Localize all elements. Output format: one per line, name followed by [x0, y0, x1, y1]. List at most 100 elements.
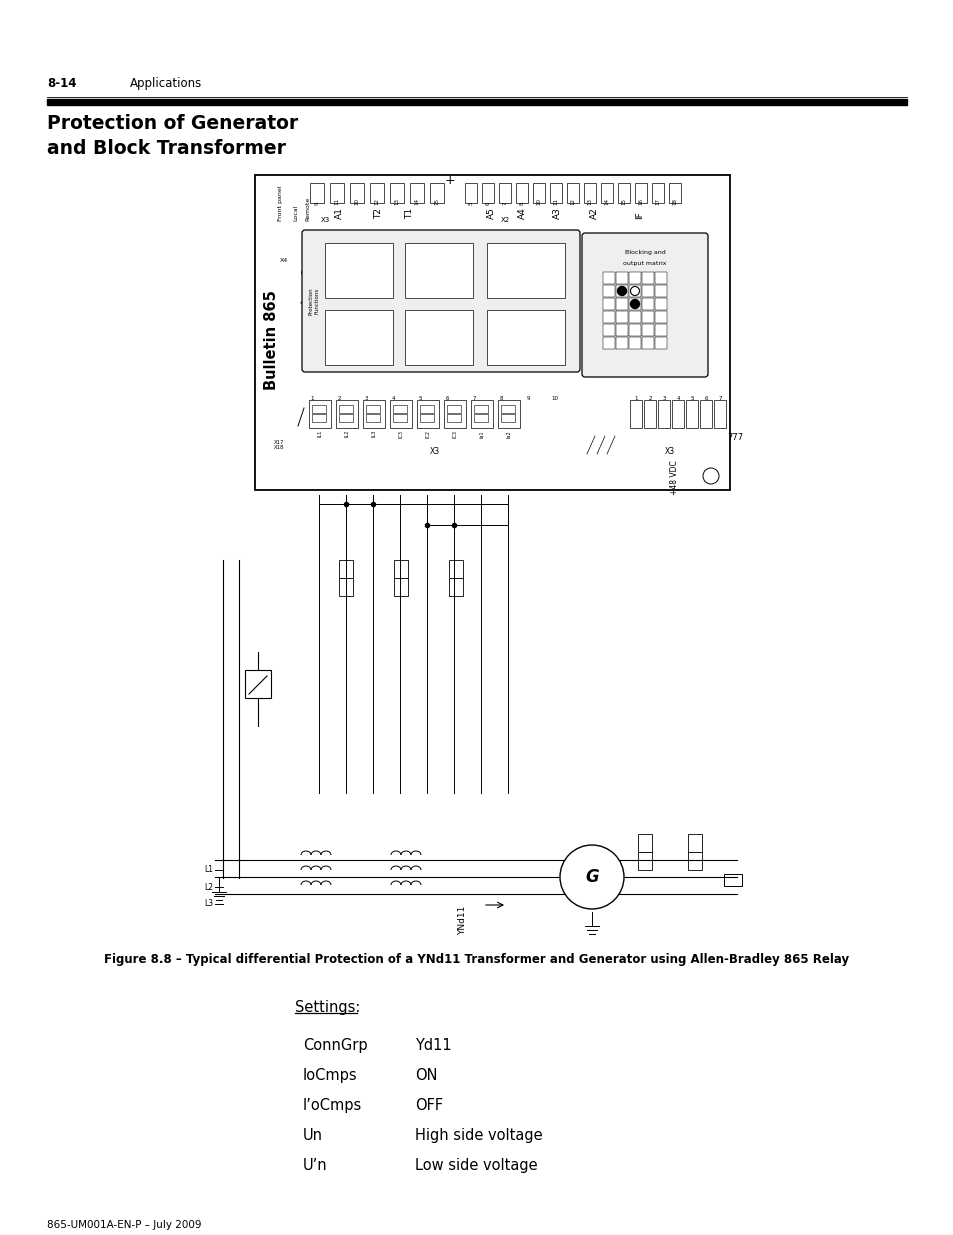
Text: Figure 8.8 – Typical differential Protection of a YNd11 Transformer and Generato: Figure 8.8 – Typical differential Protec…: [104, 953, 849, 966]
Bar: [723, 874, 741, 885]
Bar: [363, 400, 385, 429]
Bar: [651, 183, 663, 203]
Bar: [616, 324, 627, 336]
Bar: [533, 183, 544, 203]
Text: Ia2: Ia2: [506, 430, 511, 437]
Text: IL2: IL2: [344, 430, 349, 437]
Bar: [641, 337, 654, 350]
Text: Low side voltage: Low side voltage: [415, 1158, 537, 1173]
Bar: [582, 429, 617, 458]
Bar: [602, 324, 615, 336]
Bar: [602, 311, 615, 324]
Bar: [687, 852, 701, 869]
Bar: [312, 414, 326, 422]
Bar: [713, 400, 725, 429]
Text: Bulletin 865: Bulletin 865: [264, 290, 279, 390]
Text: 7: 7: [502, 201, 507, 205]
Text: 12: 12: [570, 198, 575, 205]
Circle shape: [617, 287, 626, 295]
Text: 14: 14: [414, 198, 419, 205]
Text: G: G: [584, 868, 598, 885]
Text: 3: 3: [364, 396, 367, 401]
Bar: [310, 183, 324, 203]
Text: L3: L3: [204, 899, 213, 909]
Bar: [671, 400, 683, 429]
Bar: [516, 183, 527, 203]
Bar: [643, 400, 656, 429]
Bar: [338, 414, 353, 422]
Bar: [393, 414, 407, 422]
Bar: [486, 243, 564, 298]
Bar: [658, 400, 669, 429]
Text: 14: 14: [604, 198, 609, 205]
Text: X3: X3: [320, 217, 330, 224]
Bar: [628, 337, 640, 350]
Circle shape: [630, 287, 639, 295]
Text: 10: 10: [536, 198, 541, 205]
Bar: [443, 400, 465, 429]
Text: A2: A2: [589, 207, 598, 219]
Bar: [273, 195, 323, 247]
Bar: [338, 578, 353, 597]
Text: Local: Local: [293, 205, 297, 221]
Bar: [635, 183, 646, 203]
Text: X3: X3: [664, 447, 675, 456]
Text: 5: 5: [690, 396, 693, 401]
Text: X3: X3: [430, 447, 439, 456]
Bar: [309, 400, 331, 429]
Bar: [410, 183, 423, 203]
Bar: [628, 272, 640, 284]
Text: 6: 6: [703, 396, 707, 401]
Text: Blocking and: Blocking and: [624, 249, 664, 254]
Text: X2: X2: [500, 217, 509, 224]
Circle shape: [630, 300, 639, 309]
Circle shape: [702, 468, 719, 484]
Bar: [474, 405, 488, 412]
Bar: [628, 298, 640, 310]
Text: 10: 10: [551, 396, 558, 401]
Bar: [616, 311, 627, 324]
Text: T1: T1: [405, 207, 414, 219]
Bar: [500, 414, 515, 422]
Text: A4: A4: [517, 207, 526, 219]
Bar: [416, 400, 438, 429]
Bar: [366, 414, 379, 422]
Bar: [602, 298, 615, 310]
Bar: [449, 559, 462, 578]
Bar: [687, 834, 701, 852]
Bar: [474, 414, 488, 422]
Text: 15: 15: [434, 198, 439, 205]
Bar: [566, 183, 578, 203]
Text: 11: 11: [335, 198, 339, 205]
Text: 1: 1: [634, 396, 638, 401]
Bar: [629, 400, 641, 429]
Text: IC3: IC3: [452, 430, 457, 438]
Text: ΔI>: ΔI>: [354, 254, 364, 261]
Text: 1: 1: [310, 396, 314, 401]
Text: 3: 3: [661, 396, 665, 401]
Bar: [655, 324, 666, 336]
Bar: [641, 311, 654, 324]
Bar: [471, 400, 493, 429]
Bar: [638, 852, 651, 869]
Bar: [481, 183, 494, 203]
Text: U’n: U’n: [303, 1158, 327, 1173]
Text: Yd11: Yd11: [415, 1037, 451, 1053]
Text: A1: A1: [335, 207, 343, 219]
Text: Applications: Applications: [130, 77, 202, 90]
Bar: [638, 834, 651, 852]
Bar: [486, 310, 564, 366]
Text: 5: 5: [417, 396, 421, 401]
Bar: [390, 400, 412, 429]
Text: ΔAI>>: ΔAI>>: [430, 322, 448, 327]
Bar: [274, 253, 293, 267]
Text: Protection
Functions: Protection Functions: [308, 288, 319, 315]
Text: 7: 7: [472, 396, 476, 401]
Text: High side voltage: High side voltage: [415, 1128, 542, 1144]
Bar: [338, 405, 353, 412]
Text: 2: 2: [337, 396, 340, 401]
Bar: [616, 337, 627, 350]
Bar: [294, 406, 307, 430]
Text: L1: L1: [204, 866, 213, 874]
Text: 10: 10: [355, 198, 359, 205]
